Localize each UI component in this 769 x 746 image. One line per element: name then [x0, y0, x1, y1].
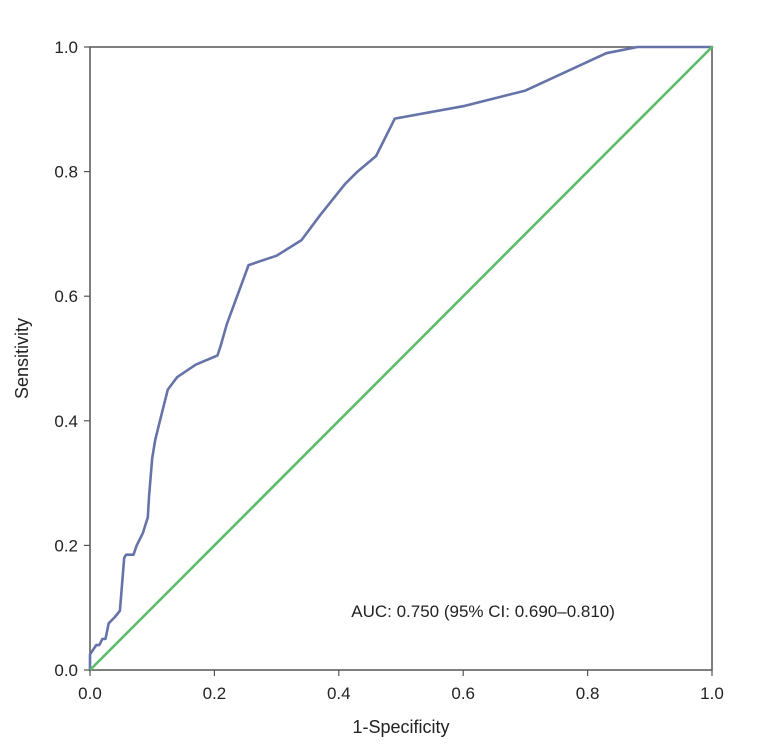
y-tick-label: 0.0	[54, 661, 78, 680]
y-tick-label: 0.4	[54, 412, 78, 431]
x-tick-label: 0.4	[327, 684, 351, 703]
y-axis-title: Sensitivity	[12, 318, 32, 399]
x-tick-label: 1.0	[700, 684, 724, 703]
y-tick-label: 1.0	[54, 38, 78, 57]
x-tick-label: 0.6	[451, 684, 475, 703]
auc-annotation: AUC: 0.750 (95% CI: 0.690–0.810)	[351, 602, 615, 621]
plot-frame	[89, 46, 713, 671]
plot-area	[88, 45, 714, 672]
y-tick-label: 0.6	[54, 287, 78, 306]
x-axis-title: 1-Specificity	[352, 717, 449, 737]
roc-curve-line	[88, 45, 714, 672]
y-tick-label: 0.8	[54, 163, 78, 182]
y-axis: 0.0 0.2 0.4 0.6 0.8 1.0	[54, 38, 90, 680]
x-axis: 0.0 0.2 0.4 0.6 0.8 1.0	[78, 670, 724, 703]
reference-diagonal-line	[88, 45, 714, 672]
x-tick-label: 0.0	[78, 684, 102, 703]
y-tick-label: 0.2	[54, 536, 78, 555]
x-tick-label: 0.8	[576, 684, 600, 703]
x-tick-label: 0.2	[203, 684, 227, 703]
series-layer	[88, 45, 714, 672]
